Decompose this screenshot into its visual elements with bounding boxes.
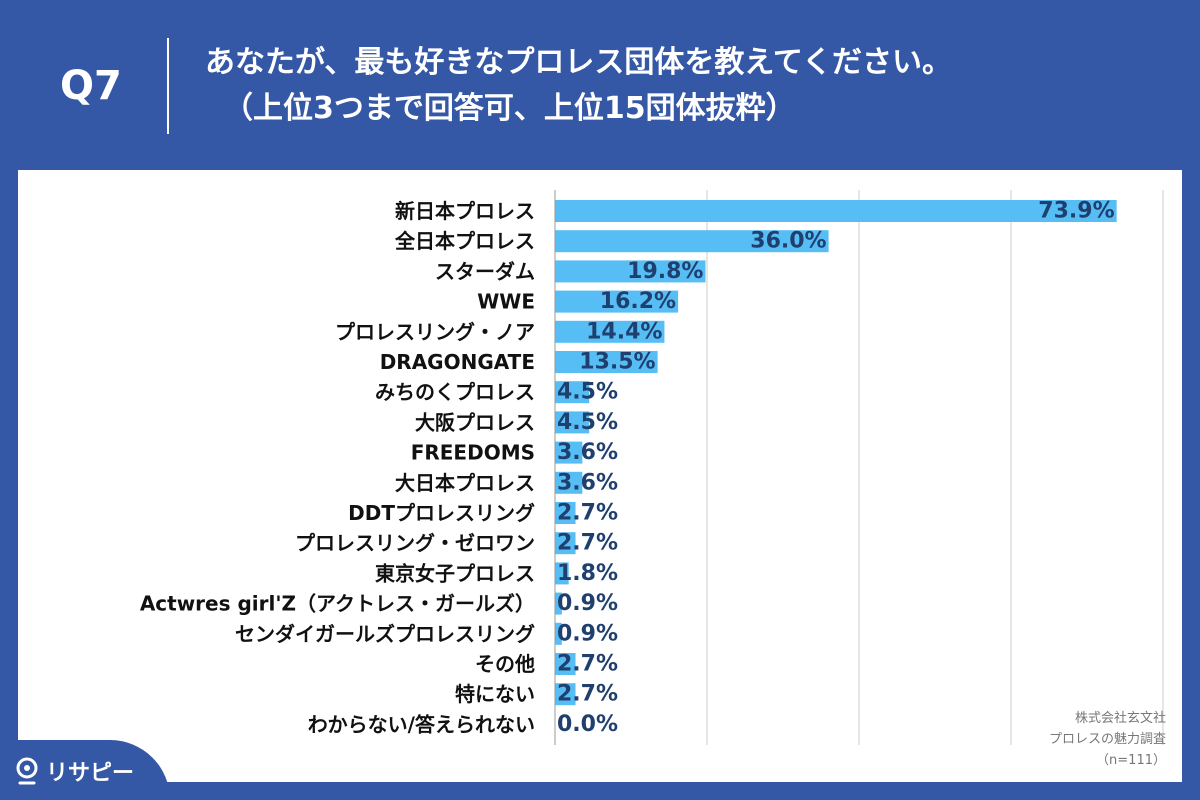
category-label: プロレスリング・ゼロワン — [295, 531, 535, 555]
category-label: 東京女子プロレス — [375, 561, 535, 585]
category-label: みちのくプロレス — [375, 380, 535, 404]
category-label: 新日本プロレス — [395, 199, 535, 223]
category-label: スターダム — [435, 259, 535, 283]
bar — [555, 592, 562, 615]
bar — [555, 562, 569, 585]
bar — [555, 411, 590, 434]
bar — [555, 441, 583, 464]
value-label: 13.5% — [579, 350, 655, 375]
survey-credit: 株式会社玄文社 プロレスの魅力調査 （n=111） — [966, 708, 1166, 771]
bar — [555, 381, 590, 404]
value-label: 14.4% — [586, 319, 662, 344]
category-label: DDTプロレスリング — [348, 501, 535, 525]
brand-name: リサピー — [46, 761, 135, 786]
value-label: 36.0% — [750, 229, 826, 254]
bar — [555, 502, 576, 524]
bar — [555, 260, 706, 283]
value-label: 0.9% — [557, 591, 618, 616]
credit-sample-size: （n=111） — [1096, 753, 1166, 768]
category-label: Actwres girl'Z（アクトレス・ガールズ） — [140, 592, 535, 616]
question-title-line1: あなたが、最も好きなプロレス団体を教えてください。 — [205, 45, 952, 80]
bar — [555, 471, 583, 494]
bar — [555, 683, 576, 706]
category-label: 特にない — [455, 682, 535, 706]
category-label: その他 — [475, 652, 535, 676]
category-label: センダイガールズプロレスリング — [235, 622, 535, 646]
value-label: 4.5% — [557, 380, 618, 405]
value-label: 3.6% — [557, 470, 618, 495]
value-label: 0.9% — [557, 621, 618, 646]
value-label: 16.2% — [600, 289, 676, 314]
category-label: プロレスリング・ノア — [335, 320, 535, 344]
bar — [555, 290, 679, 313]
bar — [555, 320, 665, 343]
value-label: 73.9% — [1038, 199, 1114, 224]
question-title-line2: （上位3つまで回答可、上位15団体抜粋） — [223, 91, 796, 126]
question-number: Q7 — [60, 63, 122, 109]
bar — [555, 230, 829, 253]
credit-survey: プロレスの魅力調査 — [1048, 732, 1166, 747]
value-label: 2.7% — [557, 531, 618, 556]
chart-panel: 新日本プロレス 73.9% 全日本プロレス 36.0% スターダム 19.8% WWE 16.… — [18, 170, 1182, 782]
category-label: 全日本プロレス — [394, 229, 535, 253]
value-label: 4.5% — [557, 410, 618, 435]
category-label: DRAGONGATE — [380, 350, 535, 374]
question-title: あなたが、最も好きなプロレス団体を教えてください。 （上位3つまで回答可、上位1… — [205, 40, 1195, 132]
header-divider — [167, 38, 169, 134]
value-label: 2.7% — [557, 682, 618, 707]
value-label: 1.8% — [557, 561, 618, 586]
credit-company: 株式会社玄文社 — [1074, 711, 1166, 726]
pin-icon — [16, 757, 38, 785]
value-label: 2.7% — [557, 501, 618, 526]
brand-logo: リサピー — [14, 755, 134, 787]
value-label: 19.8% — [627, 259, 703, 284]
category-label: わからない/答えられない — [308, 712, 535, 736]
bar — [555, 351, 658, 373]
category-label: FREEDOMS — [411, 441, 535, 465]
category-label: 大阪プロレス — [415, 410, 535, 434]
bar — [555, 622, 562, 645]
bar — [555, 532, 576, 555]
bar — [555, 653, 576, 675]
value-label: 3.6% — [557, 440, 618, 465]
category-label: 大日本プロレス — [395, 471, 535, 495]
category-label: WWE — [477, 290, 535, 314]
bar — [555, 200, 1117, 222]
question-header: Q7 あなたが、最も好きなプロレス団体を教えてください。 （上位3つまで回答可、… — [0, 0, 1200, 170]
bar-chart: 新日本プロレス 73.9% 全日本プロレス 36.0% スターダム 19.8% WWE 16.… — [140, 190, 1164, 745]
value-label: 0.0% — [557, 712, 618, 737]
value-label: 2.7% — [557, 652, 618, 677]
